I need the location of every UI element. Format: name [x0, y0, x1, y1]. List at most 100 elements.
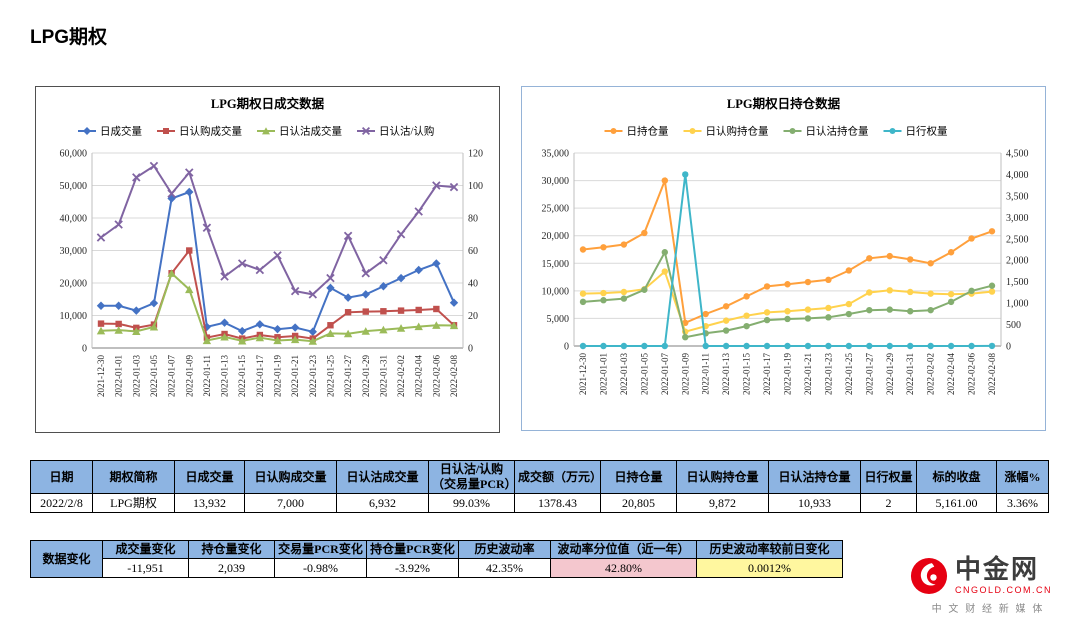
- marker-circle: [763, 283, 771, 290]
- summary-header-cell: 日行权量: [860, 460, 917, 494]
- marker-x: [326, 273, 335, 283]
- svg-text:2022-01-19: 2022-01-19: [783, 353, 793, 395]
- series-日认购持仓量: [579, 268, 996, 335]
- svg-text:40,000: 40,000: [60, 214, 88, 225]
- summary-data-cell: 2: [860, 493, 917, 513]
- marker-circle: [968, 235, 975, 242]
- logo-name: 中金网: [955, 554, 1040, 584]
- svg-text:4,500: 4,500: [1006, 149, 1029, 160]
- svg-text:15,000: 15,000: [542, 259, 570, 270]
- marker-circle: [641, 286, 648, 293]
- changes-value-cell: -0.98%: [274, 558, 367, 578]
- legend-item: 日持仓量: [604, 125, 669, 138]
- svg-text:2022-01-03: 2022-01-03: [131, 355, 141, 397]
- cngold-logo-icon: [910, 557, 948, 594]
- marker-circle: [804, 278, 812, 286]
- summary-header-cell: 日认购成交量: [244, 460, 337, 494]
- svg-text:0: 0: [468, 344, 473, 355]
- marker-square: [433, 305, 440, 313]
- svg-text:日行权量: 日行权量: [906, 125, 948, 138]
- marker-triangle: [396, 324, 406, 332]
- cngold-logo-text: 中金网 CNGOLD.COM.CN: [955, 556, 1052, 595]
- svg-text:2022-01-21: 2022-01-21: [290, 355, 300, 397]
- marker-diamond: [238, 326, 247, 336]
- marker-triangle: [202, 336, 212, 345]
- summary-header-cell: 涨幅%: [996, 460, 1049, 494]
- marker-circle: [579, 290, 587, 297]
- marker-diamond: [83, 127, 91, 135]
- svg-text:2022-01-01: 2022-01-01: [114, 355, 124, 397]
- marker-triangle: [255, 333, 265, 342]
- svg-text:日认沽持仓量: 日认沽持仓量: [806, 125, 869, 138]
- marker-circle: [927, 260, 934, 267]
- marker-x: [167, 189, 176, 198]
- marker-diamond: [96, 301, 106, 310]
- marker-square: [186, 247, 193, 254]
- marker-triangle: [185, 285, 194, 294]
- marker-square: [344, 309, 352, 316]
- marker-triangle: [262, 127, 270, 135]
- svg-text:2022-01-15: 2022-01-15: [237, 355, 247, 397]
- marker-circle: [927, 342, 934, 350]
- marker-square: [415, 306, 422, 314]
- marker-triangle: [238, 336, 247, 345]
- summary-data-cell: 2022/2/8: [30, 493, 93, 513]
- marker-circle: [927, 290, 934, 297]
- marker-diamond: [185, 187, 194, 197]
- y-axis-right: 0 20 40 60 80 100 120: [468, 149, 483, 355]
- svg-text:3,000: 3,000: [1006, 213, 1029, 224]
- legend-item: 日行权量: [883, 125, 948, 138]
- marker-x: [396, 230, 406, 239]
- svg-text:2022-02-06: 2022-02-06: [431, 355, 441, 397]
- marker-circle: [763, 342, 771, 350]
- svg-text:60: 60: [468, 246, 478, 257]
- marker-diamond: [396, 273, 406, 283]
- marker-circle: [743, 342, 750, 350]
- logo-domain: CNGOLD.COM.CN: [955, 585, 1053, 595]
- marker-circle: [743, 312, 750, 319]
- series-日行权量: [579, 171, 996, 350]
- svg-text:2022-01-27: 2022-01-27: [864, 353, 874, 395]
- marker-circle: [789, 128, 796, 134]
- summary-header-cell: 日认沽成交量: [336, 460, 429, 494]
- marker-diamond: [114, 301, 123, 310]
- marker-circle: [620, 342, 628, 350]
- marker-x: [290, 286, 300, 296]
- marker-triangle: [361, 327, 370, 335]
- svg-text:2022-01-17: 2022-01-17: [762, 353, 772, 395]
- marker-triangle: [96, 326, 106, 335]
- page-title: LPG期权: [30, 27, 108, 48]
- svg-text:2022-01-07: 2022-01-07: [660, 353, 670, 395]
- svg-text:2022-02-08: 2022-02-08: [449, 355, 459, 397]
- marker-circle: [804, 342, 812, 350]
- svg-text:日持仓量: 日持仓量: [627, 125, 669, 138]
- summary-header-cell: 期权简称: [92, 460, 175, 494]
- marker-circle: [947, 290, 955, 298]
- svg-text:0: 0: [82, 344, 87, 355]
- svg-text:2,000: 2,000: [1006, 256, 1029, 267]
- summary-header-cell: 日成交量: [174, 460, 245, 494]
- summary-header-cell: 成交额（万元）: [514, 460, 601, 494]
- marker-x: [361, 126, 371, 136]
- summary-data-cell: 13,932: [174, 493, 245, 513]
- marker-circle: [886, 252, 893, 260]
- marker-x: [237, 259, 247, 268]
- changes-value-cell: 2,039: [188, 558, 275, 578]
- summary-header-cell: 日认购持仓量: [676, 460, 769, 494]
- marker-diamond: [290, 323, 300, 332]
- marker-circle: [907, 308, 914, 315]
- marker-x: [308, 290, 318, 299]
- marker-circle: [889, 128, 896, 134]
- marker-diamond: [449, 298, 459, 307]
- svg-text:2022-02-04: 2022-02-04: [946, 353, 956, 395]
- marker-circle: [682, 333, 689, 341]
- marker-circle: [682, 171, 689, 178]
- legend-item: 日认购持仓量: [683, 125, 769, 138]
- svg-text:80: 80: [468, 214, 478, 225]
- marker-circle: [661, 249, 668, 256]
- svg-text:日认购成交量: 日认购成交量: [179, 125, 242, 138]
- legend-item: 日认沽/认购: [357, 125, 434, 138]
- marker-circle: [866, 342, 873, 350]
